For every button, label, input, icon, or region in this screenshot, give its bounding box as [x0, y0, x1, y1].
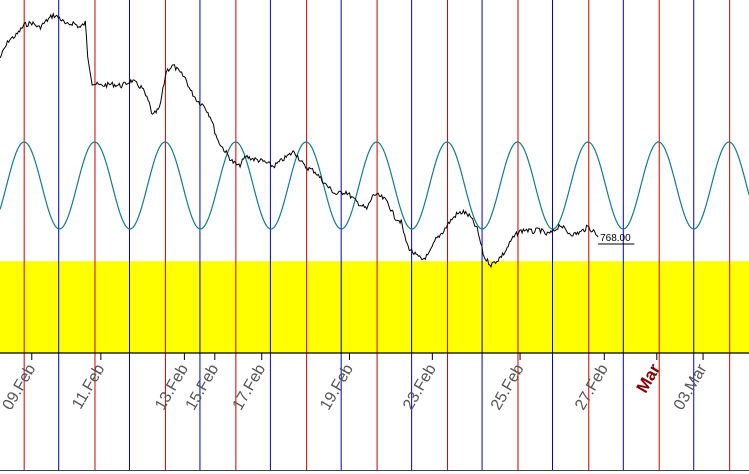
price-line-layer [0, 12, 599, 269]
chart-frame-bottom [0, 470, 749, 471]
price-line [0, 12, 599, 269]
x-tick-label: 11.Feb [69, 361, 108, 412]
x-tick-label: 09.Feb [0, 361, 39, 413]
current-price-label: 768.00 [600, 233, 631, 244]
cycle-vertical-lines [23, 0, 731, 470]
x-tick-label: 03.Mar [671, 361, 711, 413]
cycle-wave [0, 141, 749, 230]
x-tick-label: 27.Feb [572, 361, 612, 413]
price-label-layer: 768.00 [598, 233, 635, 245]
x-tick-label: 19.Feb [317, 361, 357, 413]
yellow-band [0, 261, 749, 353]
x-tick-label: 23.Feb [400, 361, 440, 413]
cycle-wave-layer [0, 141, 749, 230]
x-tick-label: 25.Feb [488, 361, 528, 413]
yellow-band-layer [0, 261, 749, 353]
